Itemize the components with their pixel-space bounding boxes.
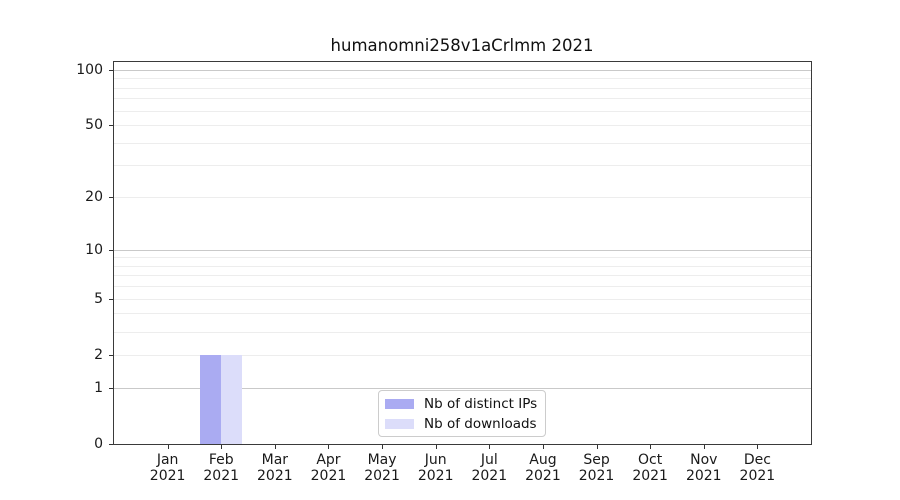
y-tick-100 <box>109 69 113 71</box>
gridline-minor-7 <box>114 275 811 277</box>
gridline-minor-5 <box>114 298 811 300</box>
y-tick-label-50: 50 <box>85 117 103 134</box>
x-tick-label-aug: Aug 2021 <box>525 452 561 484</box>
y-tick-label-100: 100 <box>76 61 103 78</box>
legend-swatch-downloads <box>385 418 414 429</box>
gridline-minor-60 <box>114 110 811 112</box>
x-tick-may <box>382 445 384 449</box>
legend: Nb of distinct IPs Nb of downloads <box>378 390 546 437</box>
x-tick-label-jul: Jul 2021 <box>471 452 508 484</box>
y-tick-50 <box>109 125 113 127</box>
gridline-minor-20 <box>114 197 811 199</box>
x-tick-label-may: May 2021 <box>364 452 400 484</box>
x-tick-jul <box>489 445 491 449</box>
chart-title: humanomni258v1aCrlmm 2021 <box>330 36 594 55</box>
x-tick-nov <box>703 445 705 449</box>
y-tick-label-20: 20 <box>85 189 103 206</box>
x-tick-aug <box>542 445 544 449</box>
bar-feb-distinct-ips <box>200 354 222 444</box>
y-tick-0 <box>109 444 113 445</box>
x-tick-jun <box>435 445 437 449</box>
x-tick-oct <box>650 445 652 449</box>
legend-swatch-distinct-ips <box>385 398 414 409</box>
x-tick-mar <box>274 445 276 449</box>
gridline-minor-70 <box>114 98 811 100</box>
x-tick-label-nov: Nov 2021 <box>685 452 722 484</box>
x-tick-label-feb: Feb 2021 <box>203 452 240 484</box>
bar-feb-downloads <box>221 354 243 444</box>
x-tick-label-dec: Dec 2021 <box>739 452 776 484</box>
y-tick-label-2: 2 <box>94 346 103 363</box>
x-tick-label-apr: Apr 2021 <box>310 452 347 484</box>
gridline-major-1 <box>114 387 811 389</box>
gridline-minor-6 <box>114 286 811 288</box>
y-tick-label-10: 10 <box>85 241 103 258</box>
x-tick-apr <box>328 445 330 449</box>
y-tick-2 <box>109 354 113 356</box>
x-tick-label-sep: Sep 2021 <box>578 452 615 484</box>
legend-row-downloads: Nb of downloads <box>385 415 539 432</box>
y-tick-label-5: 5 <box>94 290 103 307</box>
y-tick-label-0: 0 <box>94 436 103 452</box>
x-tick-label-jun: Jun 2021 <box>417 452 454 484</box>
legend-label-distinct-ips: Nb of distinct IPs <box>424 395 538 412</box>
plot-area <box>113 61 812 445</box>
legend-row-distinct-ips: Nb of distinct IPs <box>385 395 539 412</box>
x-tick-label-oct: Oct 2021 <box>632 452 668 484</box>
gridline-major-100 <box>114 69 811 71</box>
y-tick-20 <box>109 197 113 199</box>
x-tick-label-mar: Mar 2021 <box>257 452 293 484</box>
gridline-minor-4 <box>114 313 811 315</box>
y-tick-label-1: 1 <box>94 379 103 396</box>
legend-label-downloads: Nb of downloads <box>424 415 537 432</box>
y-tick-5 <box>109 298 113 300</box>
x-tick-feb <box>221 445 223 449</box>
gridline-minor-80 <box>114 87 811 89</box>
gridline-minor-50 <box>114 125 811 127</box>
x-tick-label-jan: Jan 2021 <box>149 452 186 484</box>
x-tick-dec <box>757 445 759 449</box>
gridline-minor-2 <box>114 354 811 356</box>
x-tick-sep <box>596 445 598 449</box>
y-tick-1 <box>109 387 113 389</box>
gridline-minor-40 <box>114 142 811 144</box>
y-tick-10 <box>109 249 113 251</box>
gridline-minor-3 <box>114 331 811 333</box>
gridline-minor-8 <box>114 265 811 267</box>
gridline-minor-30 <box>114 165 811 167</box>
x-tick-jan <box>167 445 169 449</box>
gridline-minor-9 <box>114 257 811 259</box>
gridline-minor-90 <box>114 78 811 80</box>
gridline-major-10 <box>114 249 811 251</box>
